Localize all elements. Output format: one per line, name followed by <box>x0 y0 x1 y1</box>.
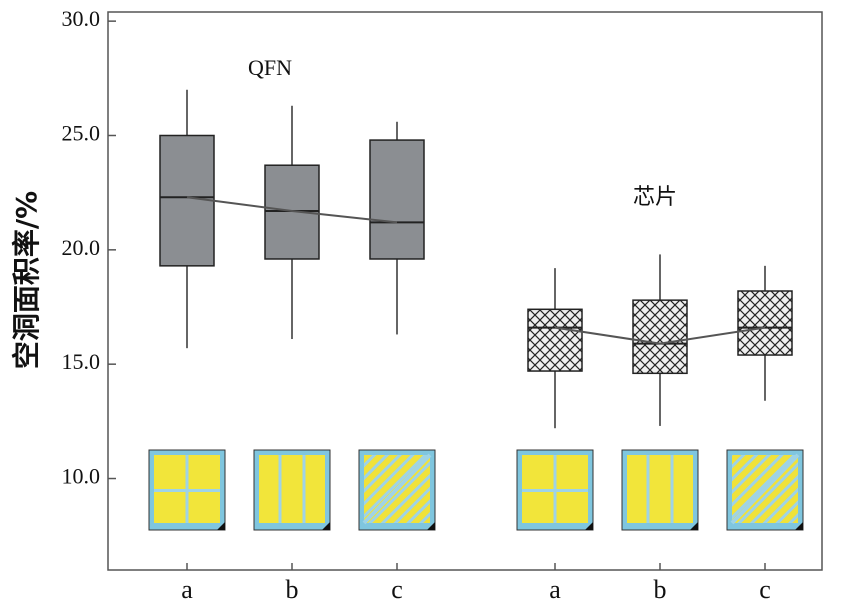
chip-line <box>362 453 432 525</box>
y-tick-label: 10.0 <box>62 464 101 489</box>
x-tick-label: c <box>759 575 771 604</box>
box <box>527 308 583 372</box>
y-tick-label: 15.0 <box>62 349 101 374</box>
chip-line <box>522 489 588 492</box>
median-trend <box>186 196 398 224</box>
chip-line <box>278 455 282 523</box>
chip-line <box>646 455 650 523</box>
x-tick-label: c <box>391 575 403 604</box>
chip-corner <box>795 522 803 530</box>
chip-pad <box>627 455 693 523</box>
box <box>159 134 215 267</box>
chip-icons <box>148 449 804 531</box>
chip-line <box>670 455 674 523</box>
y-tick-label: 20.0 <box>62 235 101 260</box>
group-label: 芯片 <box>633 185 677 210</box>
y-tick-label: 30.0 <box>62 6 101 31</box>
chip-corner <box>322 522 330 530</box>
y-tick-label: 25.0 <box>62 121 101 146</box>
box <box>632 299 688 375</box>
x-tick-label: a <box>181 575 193 604</box>
x-tick-label: b <box>654 575 667 604</box>
plot-frame <box>107 11 823 571</box>
chip-line <box>154 489 220 492</box>
chip-pad <box>259 455 325 523</box>
chip-corner <box>690 522 698 530</box>
chip-line <box>730 453 800 525</box>
group-label: QFN <box>248 55 292 80</box>
chip-line <box>302 455 306 523</box>
x-tick-label: a <box>549 575 561 604</box>
box <box>369 139 425 260</box>
median-trend <box>554 326 766 345</box>
y-axis-label: 空洞面积率/% <box>10 191 43 369</box>
x-tick-label: b <box>286 575 299 604</box>
chip-corner <box>585 522 593 530</box>
chip-corner <box>427 522 435 530</box>
box <box>737 290 793 356</box>
chip-corner <box>217 522 225 530</box>
